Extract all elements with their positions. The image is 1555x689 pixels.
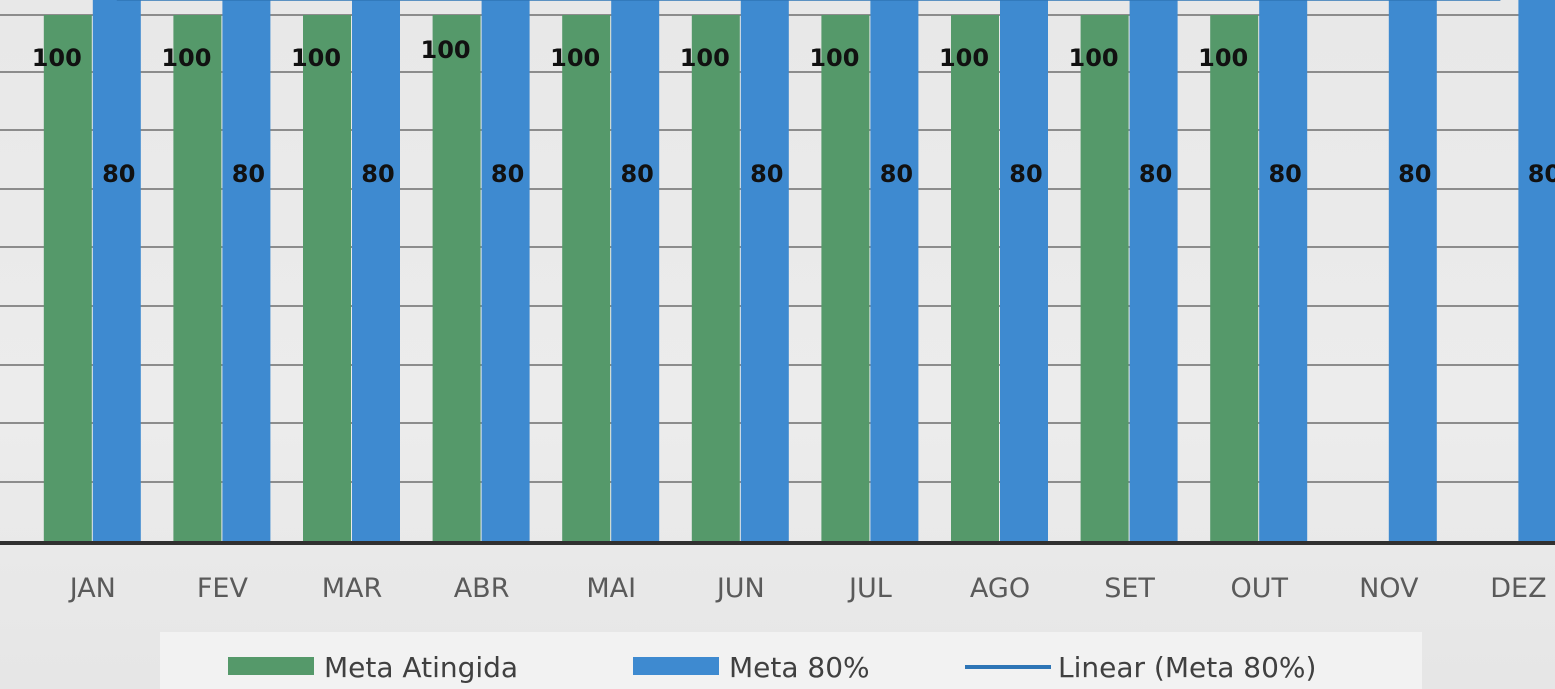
bar-meta-80 bbox=[481, 0, 530, 543]
bar-meta-atingida bbox=[951, 15, 999, 542]
bar-meta-80 bbox=[92, 0, 141, 543]
bar-meta-atingida bbox=[562, 15, 611, 542]
bar-meta-80 bbox=[1000, 0, 1048, 543]
bars bbox=[43, 0, 1555, 543]
bar-meta-80 bbox=[1388, 0, 1437, 543]
bar-meta-80 bbox=[222, 0, 271, 543]
data-label-meta-80: 80 bbox=[1528, 160, 1555, 188]
x-tick-label: MAR bbox=[322, 573, 383, 604]
data-label-meta-atingida: 100 bbox=[32, 44, 82, 72]
legend-swatch-meta-80 bbox=[633, 657, 719, 675]
legend-box bbox=[160, 632, 1422, 689]
data-labels: 100 80 100 80 100 80 100 80 100 80 100 80 100 80 100 80… bbox=[32, 36, 1555, 188]
x-tick-label: AGO bbox=[970, 573, 1030, 604]
data-label-meta-atingida: 100 bbox=[1198, 44, 1248, 72]
data-label-meta-atingida: 100 bbox=[1069, 44, 1119, 72]
x-axis: JAN FEV MAR ABR MAI JUN JUL AGO SET OUT NOV DEZ bbox=[0, 541, 1555, 604]
bar-meta-80 bbox=[870, 0, 919, 543]
legend-label-linear: Linear (Meta 80%) bbox=[1058, 651, 1316, 684]
bar-meta-atingida bbox=[43, 15, 92, 542]
bar-meta-atingida bbox=[432, 15, 481, 542]
data-label-meta-80: 80 bbox=[1268, 160, 1301, 188]
x-tick-label: JAN bbox=[68, 573, 116, 604]
data-label-meta-80: 80 bbox=[1139, 160, 1172, 188]
data-label-meta-80: 80 bbox=[620, 160, 653, 188]
x-tick-label: SET bbox=[1104, 573, 1155, 604]
bar-meta-80 bbox=[1518, 0, 1555, 543]
x-tick-label: DEZ bbox=[1490, 573, 1546, 604]
data-label-meta-80: 80 bbox=[750, 160, 783, 188]
bar-meta-80 bbox=[1129, 0, 1178, 543]
x-tick-label: JUN bbox=[715, 573, 765, 604]
data-label-meta-atingida: 100 bbox=[291, 44, 341, 72]
data-label-meta-atingida: 100 bbox=[680, 44, 730, 72]
bar-meta-atingida bbox=[303, 15, 351, 542]
data-label-meta-80: 80 bbox=[880, 160, 913, 188]
bar-meta-atingida bbox=[1080, 15, 1129, 542]
legend-label-meta-atingida: Meta Atingida bbox=[324, 651, 518, 684]
bar-meta-atingida bbox=[821, 15, 870, 542]
x-tick-label: NOV bbox=[1359, 573, 1419, 604]
x-tick-label: FEV bbox=[197, 573, 249, 604]
x-tick-label: JUL bbox=[847, 573, 892, 604]
x-tick-label: OUT bbox=[1230, 573, 1288, 604]
data-label-meta-atingida: 100 bbox=[550, 44, 600, 72]
data-label-meta-atingida: 100 bbox=[939, 44, 989, 72]
bar-meta-80 bbox=[352, 0, 400, 543]
data-label-meta-80: 80 bbox=[1009, 160, 1042, 188]
data-label-meta-atingida: 100 bbox=[809, 44, 859, 72]
data-label-meta-atingida: 100 bbox=[421, 36, 471, 64]
data-label-meta-80: 80 bbox=[232, 160, 265, 188]
data-label-meta-80: 80 bbox=[361, 160, 394, 188]
bar-meta-atingida bbox=[173, 15, 222, 542]
x-tick-label: MAI bbox=[586, 573, 636, 604]
bar-meta-80 bbox=[1259, 0, 1308, 543]
bar-meta-atingida bbox=[691, 15, 740, 542]
legend-swatch-meta-atingida bbox=[228, 657, 314, 675]
legend: Meta Atingida Meta 80% Linear (Meta 80%) bbox=[160, 632, 1422, 689]
bar-meta-80 bbox=[611, 0, 660, 543]
data-label-meta-80: 80 bbox=[102, 160, 135, 188]
bar-meta-80 bbox=[740, 0, 789, 543]
data-label-meta-atingida: 100 bbox=[161, 44, 211, 72]
data-label-meta-80: 80 bbox=[1398, 160, 1431, 188]
bar-meta-atingida bbox=[1210, 15, 1259, 542]
data-label-meta-80: 80 bbox=[491, 160, 524, 188]
x-tick-label: ABR bbox=[454, 573, 510, 604]
legend-label-meta-80: Meta 80% bbox=[729, 651, 870, 684]
